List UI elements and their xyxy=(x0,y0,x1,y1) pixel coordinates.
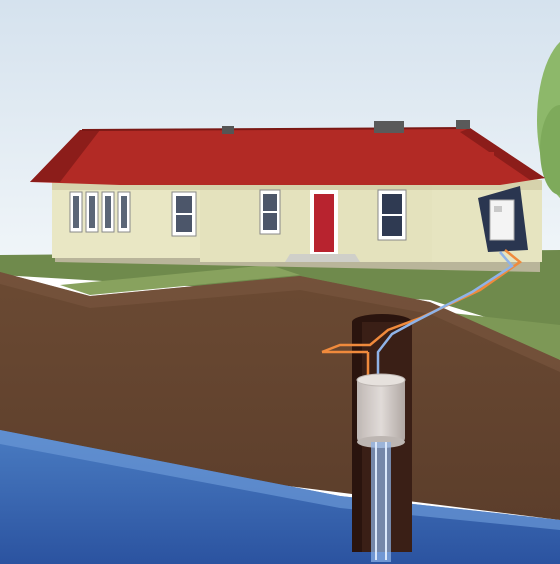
lawn-highlight xyxy=(60,265,300,295)
window xyxy=(377,189,407,241)
window xyxy=(259,189,281,235)
house xyxy=(30,120,545,272)
well-tank xyxy=(356,373,406,448)
roof-vent xyxy=(222,126,234,134)
chimney xyxy=(374,121,404,133)
gable-vent xyxy=(484,152,494,164)
roof-vent xyxy=(456,120,470,129)
lawn xyxy=(0,250,560,340)
geothermal-pipes xyxy=(321,249,523,380)
window-group-left xyxy=(69,191,131,233)
window xyxy=(171,191,197,237)
tree xyxy=(537,41,560,199)
front-door xyxy=(310,190,338,254)
drop-pipes xyxy=(371,442,391,562)
